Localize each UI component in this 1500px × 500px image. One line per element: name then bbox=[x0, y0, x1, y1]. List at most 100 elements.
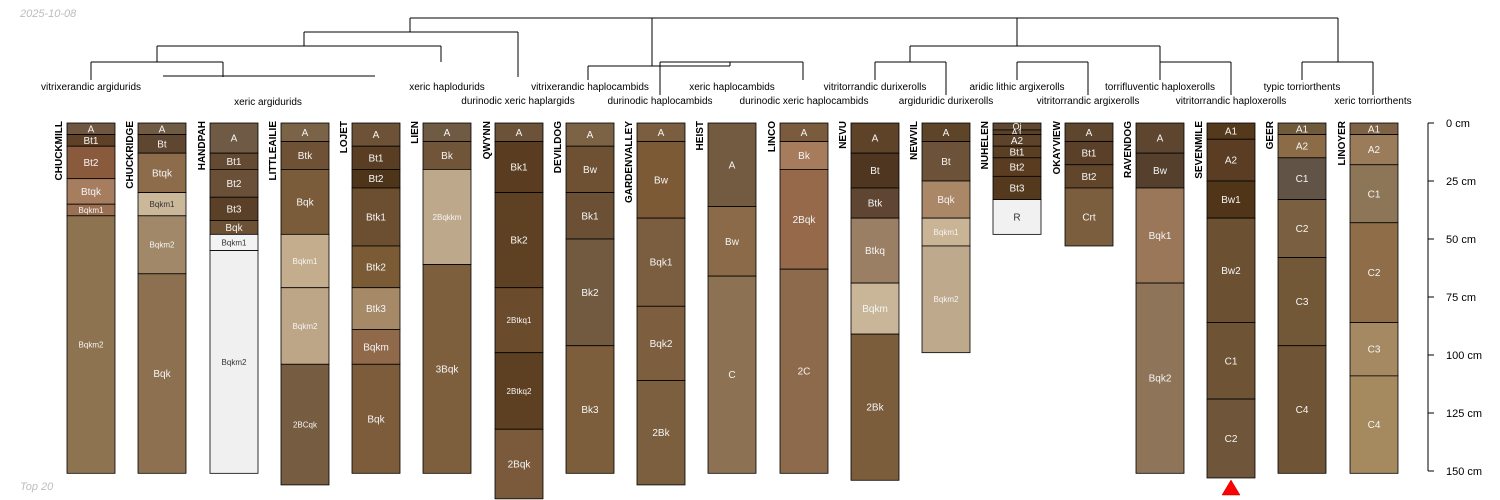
horizon-label: Bw bbox=[583, 165, 598, 176]
horizon-label: Bt bbox=[157, 139, 167, 150]
profile-name: GARDENVALLEY bbox=[624, 121, 635, 203]
profile-name: OKAYVIEW bbox=[1052, 120, 1063, 174]
horizon-label: Bqkm1 bbox=[934, 228, 959, 237]
soil-profile: A Bw C HEIST bbox=[695, 121, 757, 474]
date-label: 2025-10-08 bbox=[20, 8, 77, 20]
taxon-label: argiduridic durixerolls bbox=[899, 96, 993, 107]
horizon-label: Bw1 bbox=[1221, 195, 1241, 206]
soil-profile: A Bt Btqk Bqkm1 Bqkm2 Bqk CHUCKRIDGE bbox=[125, 121, 187, 474]
soil-profile: A Bk 2Bqkkm 3Bqk LIEN bbox=[410, 121, 472, 474]
depth-unit: cm bbox=[1467, 350, 1482, 362]
horizon-label: Bk bbox=[441, 151, 454, 162]
taxon-label: vitrixerandic haplocambids bbox=[531, 82, 649, 93]
horizon-label: Bqk1 bbox=[650, 258, 673, 269]
horizon-label: Bt1 bbox=[1081, 149, 1096, 160]
horizon-block bbox=[636, 217, 686, 307]
horizon-label: Btkq bbox=[865, 246, 885, 257]
soil-profile: A Bt1 Bt2 Bt3 Bqk Bqkm1 Bqkm2 HANDPAH bbox=[197, 121, 259, 474]
horizon-block bbox=[921, 180, 971, 219]
depth-tick-value: 75 bbox=[1446, 292, 1458, 304]
depth-unit: cm bbox=[1461, 234, 1476, 246]
profile-name: SEVENMILE bbox=[1194, 121, 1205, 179]
horizon-label: Crt bbox=[1082, 212, 1096, 223]
horizon-block bbox=[636, 380, 686, 486]
depth-unit: cm bbox=[1461, 176, 1476, 188]
horizon-label: Bqkm2 bbox=[222, 358, 247, 367]
depth-tick-value: 50 bbox=[1446, 234, 1458, 246]
horizon-label: Bk1 bbox=[581, 211, 599, 222]
triangle-marker-icon bbox=[1221, 479, 1241, 496]
horizon-label: Bw bbox=[654, 175, 669, 186]
horizon-label: C bbox=[728, 370, 735, 381]
horizon-label: Bt1 bbox=[83, 136, 98, 147]
horizon-block bbox=[1206, 398, 1256, 479]
depth-tick-value: 100 bbox=[1446, 350, 1464, 362]
taxon-label: xeric torriorthents bbox=[1334, 96, 1411, 107]
depth-tick-label: 150 cm bbox=[1446, 466, 1482, 478]
horizon-label: Bt2 bbox=[368, 174, 383, 185]
depth-tick-value: 25 bbox=[1446, 176, 1458, 188]
horizon-block bbox=[494, 352, 544, 430]
horizon-block bbox=[137, 273, 187, 474]
horizon-label: A1 bbox=[1225, 127, 1238, 138]
horizon-label: A1 bbox=[1368, 124, 1381, 135]
horizon-block bbox=[850, 187, 900, 219]
horizon-label: A2 bbox=[1368, 145, 1381, 156]
horizon-label: 2C bbox=[798, 367, 811, 378]
horizon-block bbox=[494, 287, 544, 354]
depth-tick-label: 25 cm bbox=[1446, 176, 1476, 188]
horizon-block bbox=[66, 215, 116, 474]
horizon-block bbox=[1277, 257, 1327, 347]
horizon-label: A2 bbox=[1225, 156, 1238, 167]
horizon-label: C1 bbox=[1225, 356, 1238, 367]
soil-profile: A1 A2 Bw1 Bw2 C1 C2 SEVENMILE bbox=[1194, 121, 1256, 479]
horizon-label: Bk bbox=[798, 151, 811, 162]
horizon-label: 2Btkq2 bbox=[507, 387, 532, 396]
profile-name: LINCO bbox=[767, 121, 778, 152]
markers bbox=[1221, 479, 1241, 496]
horizon-block bbox=[707, 122, 757, 207]
dendrogram bbox=[90, 17, 1374, 95]
horizon-block bbox=[850, 282, 900, 335]
horizon-block bbox=[1349, 164, 1399, 224]
horizon-block bbox=[1277, 345, 1327, 474]
horizon-block bbox=[850, 333, 900, 481]
horizon-block bbox=[1206, 138, 1256, 182]
horizon-label: 2Bqk bbox=[793, 215, 817, 226]
horizon-label: Bk3 bbox=[581, 405, 599, 416]
horizon-block bbox=[1277, 157, 1327, 200]
depth-tick-label: 75 cm bbox=[1446, 292, 1476, 304]
horizon-block bbox=[565, 192, 615, 240]
horizon-label: Bt3 bbox=[1009, 183, 1024, 194]
taxonomy-labels: vitrixerandic argidurids xeric argidurids… bbox=[41, 82, 1412, 108]
horizon-block bbox=[992, 199, 1042, 235]
horizon-label: C1 bbox=[1368, 189, 1381, 200]
horizon-block bbox=[422, 141, 472, 170]
taxon-label: durinodic xeric haplocambids bbox=[740, 96, 869, 107]
horizon-label: 2Bk bbox=[652, 428, 670, 439]
horizon-label: C2 bbox=[1296, 224, 1309, 235]
depth-unit: cm bbox=[1467, 466, 1482, 478]
profile-name: HEIST bbox=[695, 121, 706, 150]
horizon-label: 2Bqk bbox=[508, 460, 532, 471]
horizon-block bbox=[66, 178, 116, 205]
horizon-block bbox=[494, 141, 544, 193]
horizon-label: Bqkm2 bbox=[293, 322, 318, 331]
horizon-label: Bqkm2 bbox=[150, 241, 175, 250]
horizon-block bbox=[707, 206, 757, 277]
taxon-label: vitritorrandic haploxerolls bbox=[1176, 96, 1287, 107]
depth-unit: cm bbox=[1461, 292, 1476, 304]
horizon-block bbox=[921, 245, 971, 354]
depth-tick-label: 100 cm bbox=[1446, 350, 1482, 362]
horizon-block bbox=[636, 305, 686, 381]
profile-name: LITTLEAILIE bbox=[268, 121, 279, 181]
profile-name: DEVILDOG bbox=[553, 121, 564, 173]
horizon-block bbox=[351, 329, 401, 365]
taxon-label: durinodic xeric haplargids bbox=[461, 96, 574, 107]
horizon-block bbox=[565, 145, 615, 193]
horizon-label: A bbox=[872, 134, 879, 145]
soil-profile: A Bt1 Bt2 Crt OKAYVIEW bbox=[1052, 120, 1114, 247]
profile-name: LIEN bbox=[410, 121, 421, 144]
